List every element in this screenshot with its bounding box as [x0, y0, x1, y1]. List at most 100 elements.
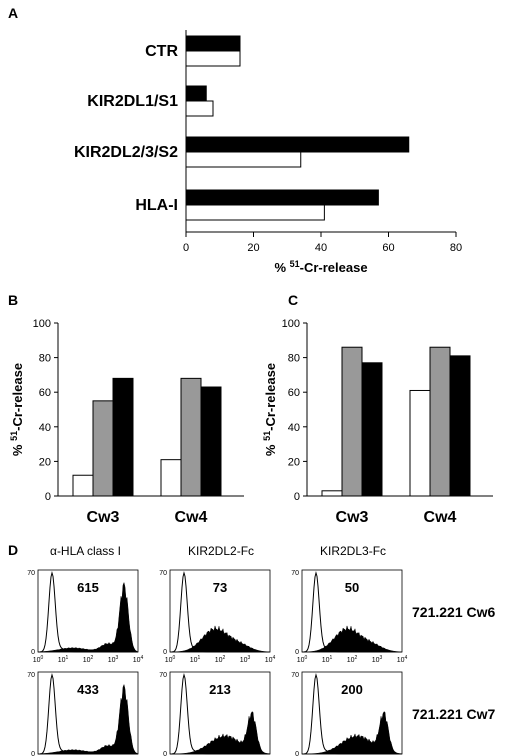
- mfi-value: 615: [77, 580, 99, 595]
- category-label: Cw4: [175, 509, 208, 526]
- y-tick-label: 0: [295, 751, 299, 756]
- y-tick-label: 70: [159, 570, 167, 577]
- bar-black: [185, 189, 379, 206]
- category-label: KIR2DL1/S1: [87, 93, 178, 110]
- bar-white: [185, 100, 214, 117]
- category-label: HLA-I: [135, 197, 178, 214]
- x-tick-label: 80: [450, 242, 462, 254]
- mfi-value: 200: [341, 682, 363, 697]
- control-histogram: [169, 672, 270, 755]
- y-tick-label: 40: [288, 422, 300, 434]
- stained-histogram: [301, 711, 403, 755]
- y-tick-label: 60: [39, 387, 51, 399]
- bar-black: [449, 355, 471, 497]
- x-tick-label: 100: [165, 655, 176, 664]
- control-histogram: [37, 672, 138, 755]
- category-label: CTR: [145, 43, 178, 60]
- bar-black: [185, 85, 207, 102]
- bar-white: [321, 490, 343, 497]
- x-tick-label: 40: [315, 242, 327, 254]
- y-tick-label: 0: [163, 649, 167, 656]
- row-label: 721.221 Cw6: [412, 604, 495, 620]
- mfi-value: 50: [345, 580, 359, 595]
- histogram-plot: 433700100101102103104: [27, 671, 139, 756]
- x-tick-label: 104: [265, 655, 276, 664]
- bar-black: [361, 362, 383, 497]
- stained-histogram: [37, 683, 139, 755]
- y-tick-label: 0: [45, 491, 51, 503]
- y-tick-label: 80: [288, 353, 300, 365]
- category-label: Cw3: [87, 509, 120, 526]
- x-tick-label: 104: [133, 655, 144, 664]
- bar-white: [409, 389, 431, 497]
- panel-letter-d: D: [8, 542, 18, 558]
- control-histogram: [169, 570, 270, 653]
- y-tick-label: 70: [159, 672, 167, 679]
- y-tick-label: 40: [39, 422, 51, 434]
- y-tick-label: 0: [31, 649, 35, 656]
- bar-gray: [180, 377, 202, 497]
- x-tick-label: 20: [247, 242, 259, 254]
- x-tick-label: 0: [183, 242, 189, 254]
- bar-gray: [341, 346, 363, 497]
- histogram-plot: 213700100101102103104: [159, 671, 271, 756]
- x-axis-label: % 51-Cr-release: [274, 259, 367, 275]
- y-tick-label: 70: [27, 672, 35, 679]
- x-tick-label: 103: [240, 655, 251, 664]
- y-tick-label: 60: [288, 387, 300, 399]
- y-tick-label: 100: [33, 318, 51, 330]
- x-tick-label: 102: [215, 655, 226, 664]
- y-axis-label: % 51-Cr-release: [9, 363, 25, 456]
- y-tick-label: 0: [294, 491, 300, 503]
- stained-histogram: [169, 711, 271, 755]
- y-tick-label: 20: [39, 456, 51, 468]
- bar-black: [200, 386, 222, 497]
- y-tick-label: 70: [27, 570, 35, 577]
- x-tick-label: 101: [58, 655, 69, 664]
- panel-letter-c: C: [288, 292, 298, 308]
- mfi-value: 73: [213, 580, 227, 595]
- x-tick-label: 101: [190, 655, 201, 664]
- x-tick-label: 100: [33, 655, 44, 664]
- x-tick-label: 103: [108, 655, 119, 664]
- category-label: Cw3: [336, 509, 369, 526]
- x-tick-label: 101: [322, 655, 333, 664]
- y-tick-label: 0: [163, 751, 167, 756]
- control-histogram: [37, 570, 138, 653]
- x-tick-label: 60: [382, 242, 394, 254]
- category-label: KIR2DL2/3/S2: [74, 144, 178, 161]
- bar-white: [185, 151, 302, 168]
- y-tick-label: 0: [31, 751, 35, 756]
- column-title: KIR2DL3-Fc: [320, 544, 386, 558]
- stained-histogram: [301, 625, 403, 653]
- column-title: KIR2DL2-Fc: [188, 544, 254, 558]
- y-tick-label: 70: [291, 672, 299, 679]
- stained-histogram: [169, 625, 271, 653]
- bar-white: [160, 459, 182, 497]
- bar-gray: [429, 346, 451, 497]
- bar-gray: [92, 400, 114, 497]
- bar-white: [185, 50, 241, 67]
- histogram-plot: 200700100101102103104: [291, 671, 403, 756]
- x-tick-label: 102: [83, 655, 94, 664]
- x-tick-label: 104: [397, 655, 408, 664]
- row-label: 721.221 Cw7: [412, 706, 495, 722]
- y-tick-label: 100: [282, 318, 300, 330]
- bar-black: [112, 377, 134, 497]
- panel-letter-b: B: [8, 292, 18, 308]
- mfi-value: 433: [77, 682, 99, 697]
- control-histogram: [301, 672, 402, 755]
- mfi-value: 213: [209, 682, 231, 697]
- y-tick-label: 20: [288, 456, 300, 468]
- x-tick-label: 100: [297, 655, 308, 664]
- category-label: Cw4: [424, 509, 457, 526]
- bar-black: [185, 136, 410, 153]
- x-tick-label: 103: [372, 655, 383, 664]
- y-axis-label: % 51-Cr-release: [262, 363, 278, 456]
- panel-letter-a: A: [8, 5, 18, 21]
- stained-histogram: [37, 581, 139, 653]
